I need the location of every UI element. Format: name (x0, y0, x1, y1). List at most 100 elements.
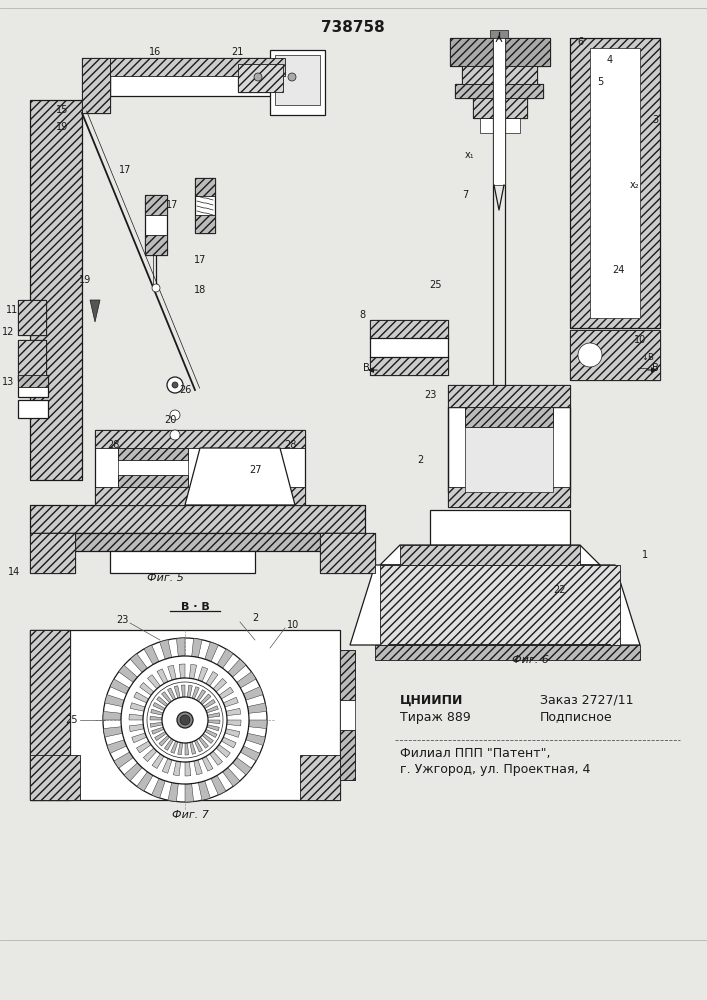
Circle shape (172, 382, 178, 388)
Bar (465, 407, 553, 492)
Text: x₂: x₂ (630, 180, 640, 190)
Wedge shape (103, 711, 122, 720)
Wedge shape (132, 733, 146, 743)
Text: 26: 26 (179, 385, 191, 395)
Wedge shape (130, 654, 147, 672)
Wedge shape (198, 667, 208, 682)
Bar (455, 84, 543, 98)
Wedge shape (192, 687, 199, 699)
Wedge shape (174, 686, 180, 698)
Text: 6: 6 (577, 37, 583, 47)
Text: 22: 22 (554, 585, 566, 595)
Wedge shape (134, 692, 148, 703)
Text: В · В: В · В (180, 602, 209, 612)
Bar (30, 630, 70, 800)
Polygon shape (185, 448, 295, 505)
Text: 21: 21 (230, 47, 243, 57)
Wedge shape (221, 737, 236, 748)
Wedge shape (110, 679, 129, 694)
Wedge shape (205, 642, 218, 662)
Bar (375, 645, 640, 660)
Circle shape (147, 682, 223, 758)
Text: 23: 23 (423, 390, 436, 400)
Circle shape (103, 638, 267, 802)
Wedge shape (152, 727, 164, 734)
Wedge shape (216, 745, 230, 757)
Circle shape (180, 715, 190, 725)
Bar (450, 38, 550, 66)
Text: Фиг. 7: Фиг. 7 (172, 810, 209, 820)
Wedge shape (210, 751, 223, 765)
Text: 14: 14 (8, 567, 20, 577)
Wedge shape (144, 748, 157, 762)
Wedge shape (105, 695, 124, 707)
Circle shape (152, 284, 160, 292)
Wedge shape (206, 672, 218, 686)
Bar (18, 375, 48, 397)
Wedge shape (237, 672, 256, 688)
Wedge shape (223, 697, 238, 707)
Circle shape (121, 656, 249, 784)
Wedge shape (204, 699, 216, 708)
Bar (473, 98, 527, 118)
Bar (118, 448, 188, 460)
Wedge shape (150, 722, 163, 727)
Bar (30, 533, 75, 573)
Bar (340, 650, 355, 780)
Bar (95, 430, 305, 448)
Bar (18, 300, 46, 335)
Wedge shape (171, 741, 178, 753)
Circle shape (170, 410, 180, 420)
Wedge shape (189, 664, 197, 679)
Bar (370, 320, 448, 375)
Wedge shape (136, 772, 153, 791)
Wedge shape (233, 758, 252, 775)
Wedge shape (211, 775, 226, 795)
Text: B: B (363, 363, 370, 373)
Wedge shape (140, 683, 154, 695)
Circle shape (288, 73, 296, 81)
Text: 2: 2 (252, 613, 258, 623)
Wedge shape (194, 740, 202, 752)
Bar (450, 38, 550, 66)
Wedge shape (148, 675, 160, 689)
Text: Фиг. 6: Фиг. 6 (512, 655, 549, 665)
Wedge shape (192, 638, 202, 657)
Text: 19: 19 (79, 275, 91, 285)
Wedge shape (177, 638, 185, 656)
Wedge shape (208, 720, 220, 724)
Bar (340, 730, 355, 780)
Bar (110, 58, 285, 96)
Text: 10: 10 (287, 620, 299, 630)
Wedge shape (151, 709, 163, 715)
Wedge shape (199, 737, 209, 748)
Bar (18, 340, 46, 380)
Text: 19: 19 (56, 122, 68, 132)
Bar (370, 357, 448, 375)
Text: 16: 16 (149, 47, 161, 57)
Text: 25: 25 (66, 715, 78, 725)
Bar (110, 551, 255, 573)
Bar (473, 98, 527, 118)
Text: Заказ 2727/11: Заказ 2727/11 (540, 694, 633, 706)
Circle shape (254, 73, 262, 81)
Wedge shape (162, 758, 172, 773)
Wedge shape (152, 754, 164, 768)
Circle shape (578, 343, 602, 367)
Text: ЦНИИПИ: ЦНИИПИ (400, 694, 463, 706)
Wedge shape (197, 690, 206, 701)
Bar (18, 400, 48, 418)
Bar (448, 385, 570, 407)
Wedge shape (144, 645, 159, 665)
Bar (390, 565, 610, 645)
Polygon shape (350, 565, 640, 645)
Text: 28: 28 (284, 440, 296, 450)
Circle shape (170, 430, 180, 440)
Bar (30, 533, 75, 573)
Wedge shape (217, 649, 233, 668)
Bar (195, 178, 215, 233)
Text: 20: 20 (164, 415, 176, 425)
Wedge shape (247, 703, 267, 713)
Bar (462, 66, 537, 84)
Bar (340, 650, 355, 700)
